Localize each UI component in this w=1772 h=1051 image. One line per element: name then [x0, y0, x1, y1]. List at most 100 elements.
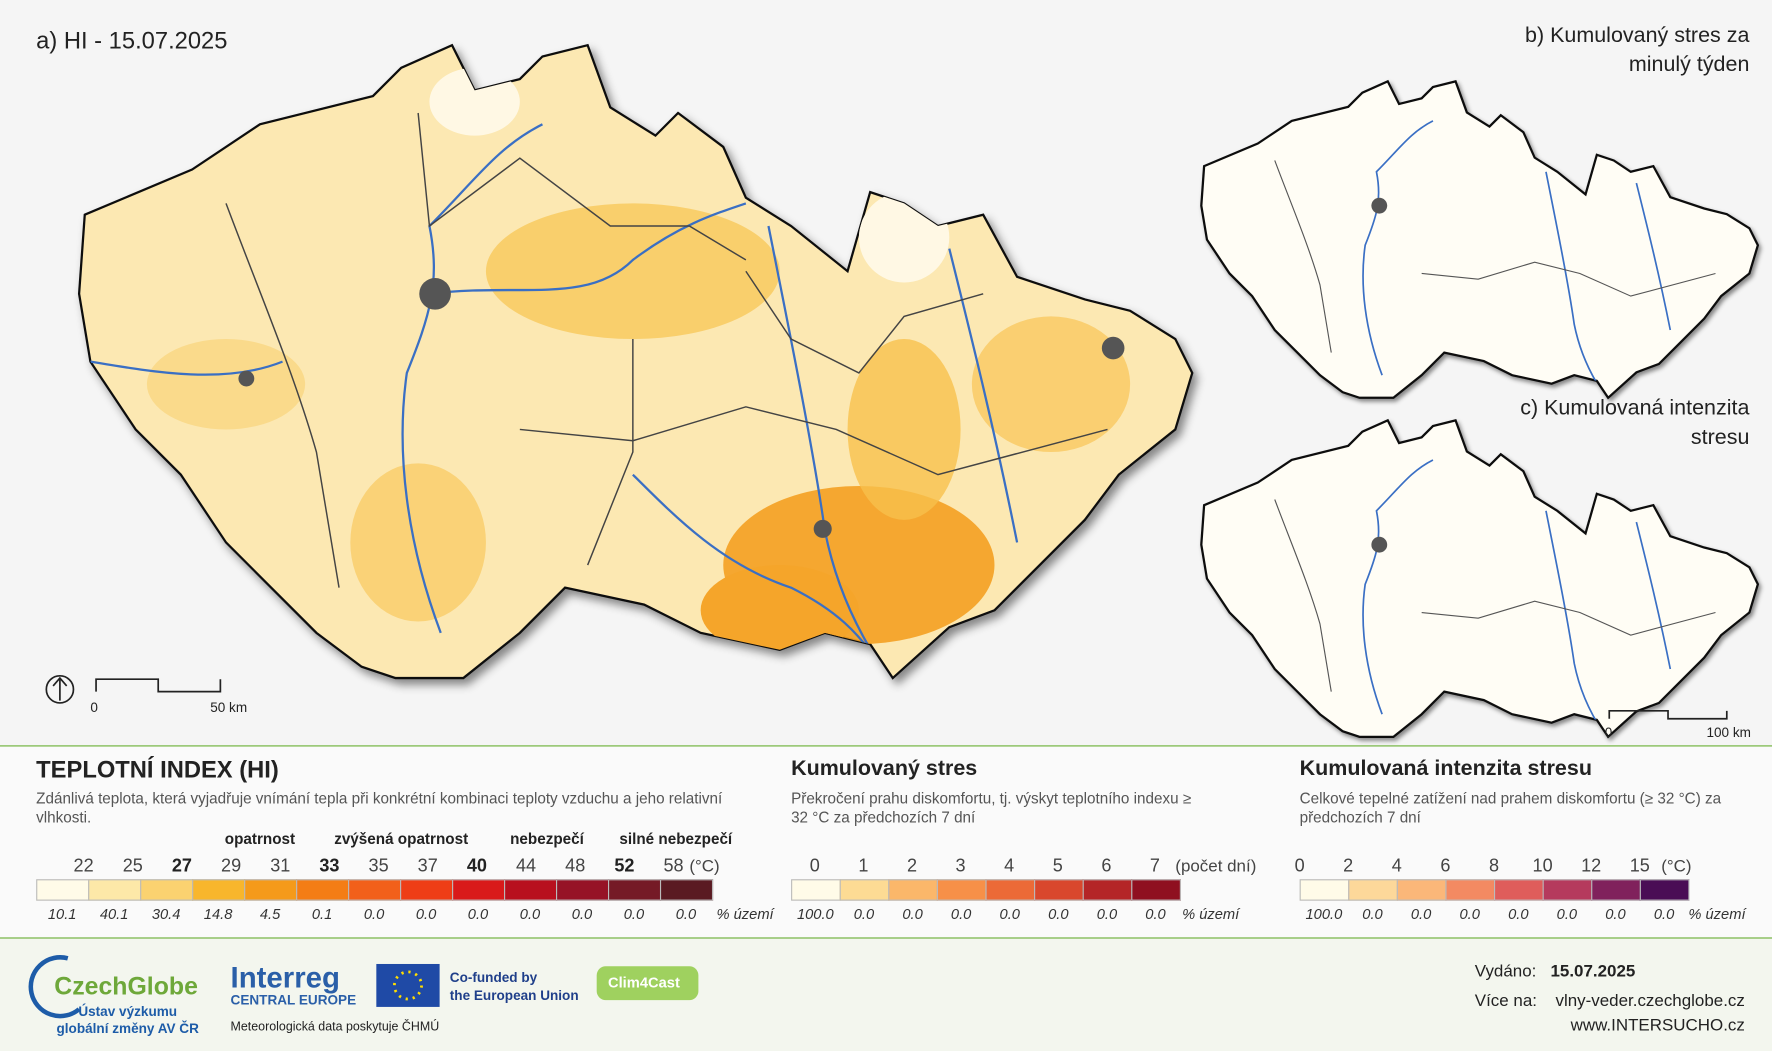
map-title: c) Kumulovaná intenzita stresu [1520, 394, 1749, 453]
legend-swatch [400, 879, 454, 901]
legend-description: Překročení prahu diskomfortu, tj. výskyt… [791, 789, 1192, 827]
legend-swatch [936, 879, 987, 901]
legend-tick: 12 [1581, 856, 1602, 876]
legend-share: 0.0 [1556, 905, 1578, 923]
map-title: b) Kumulovaný stres za minulý týden [1525, 21, 1749, 80]
legend-share: 0.0 [623, 905, 645, 923]
map-intensity [1200, 419, 1760, 738]
legend-tick: 31 [270, 856, 291, 876]
legend-share-unit: % území [716, 905, 774, 923]
legend-share: 0.0 [902, 905, 923, 923]
legend-share: 0.0 [1459, 905, 1480, 923]
hazard-level: silné nebezpečí [619, 830, 733, 848]
legend-share: 4.5 [259, 905, 281, 923]
scale-label: 50 km [210, 699, 248, 716]
legend-unit: (°C) [1661, 856, 1692, 876]
line: Ústav výzkumu [78, 1003, 178, 1020]
scale-label: 0 [90, 699, 98, 716]
legend-share: 0.0 [1508, 905, 1529, 923]
legend-swatch [88, 879, 142, 901]
legend-description: Zdánlivá teplota, která vyjadřuje vnímán… [36, 789, 723, 827]
scale-bar [1608, 709, 1728, 720]
legend-swatch [1396, 879, 1447, 901]
legend-share: 0.0 [363, 905, 385, 923]
legend-swatch [659, 879, 714, 901]
legend-share: 0.0 [1048, 905, 1069, 923]
legend-share: 0.1 [311, 905, 333, 923]
website[interactable]: vlny-veder.czechglobe.cz [1555, 991, 1745, 1011]
legend-share: 40.1 [99, 905, 129, 923]
legend-tick: 1 [858, 856, 869, 876]
legend-swatch [888, 879, 938, 901]
legend-share: 14.8 [203, 905, 233, 923]
legend-swatch [1034, 879, 1084, 901]
legend-tick: 40 [466, 856, 487, 876]
legend-share: 30.4 [151, 905, 181, 923]
legend-tick: 8 [1488, 856, 1500, 876]
legend-share: 0.0 [1653, 905, 1675, 923]
legend-share: 0.0 [467, 905, 489, 923]
czechglobe-subtitle: Ústav výzkumu globální změny AV ČR [54, 1004, 201, 1038]
legend-tick: 15 [1629, 856, 1650, 876]
legend-tick: 4 [1004, 856, 1015, 876]
map-title: a) HI - 15.07.2025 [36, 28, 228, 55]
legend-share: 0.0 [1605, 905, 1626, 923]
legend-share: 100.0 [796, 905, 834, 923]
legend-tick: 10 [1532, 856, 1553, 876]
legend-unit: (°C) [689, 856, 720, 876]
footer-panel [0, 937, 1772, 1051]
legend-swatch [1299, 879, 1350, 901]
legend-swatch [1348, 879, 1398, 901]
legend-share-unit: % území [1182, 905, 1240, 923]
legend-share: 100.0 [1305, 905, 1343, 923]
legend-swatch [244, 879, 298, 901]
data-note: Meteorologická data poskytuje ČHMÚ [230, 1020, 440, 1035]
line: globální změny AV ČR [56, 1020, 199, 1037]
issued-date: 15.07.2025 [1550, 961, 1636, 981]
hazard-level: opatrnost [224, 830, 296, 848]
website[interactable]: www.INTERSUCHO.cz [1570, 1015, 1745, 1036]
legend-tick: 35 [368, 856, 389, 876]
legend-swatch [1639, 879, 1690, 901]
legend-swatch [985, 879, 1036, 901]
legend-swatch [1591, 879, 1641, 901]
legend-tick: 7 [1149, 856, 1160, 876]
legend-share: 10.1 [47, 905, 77, 923]
clim4cast-name: Clim4Cast [607, 974, 680, 992]
legend-tick: 3 [955, 856, 966, 876]
legend-swatch [1445, 879, 1496, 901]
legend-panel [0, 745, 1772, 938]
legend-share: 0.0 [571, 905, 593, 923]
legend-swatch [348, 879, 402, 901]
hazard-level: nebezpečí [510, 830, 584, 848]
legend-swatch [791, 879, 841, 901]
legend-swatch [1493, 879, 1544, 901]
legend-tick: 52 [614, 856, 635, 876]
eu-text: Co-funded by the European Union [450, 968, 579, 1004]
legend-unit: (počet dní) [1175, 856, 1257, 876]
legend-tick: 2 [906, 856, 918, 876]
scale-bar [95, 678, 222, 693]
legend-tick: 58 [663, 856, 684, 876]
clim4cast-badge [596, 966, 699, 1001]
legend-title: TEPLOTNÍ INDEX (HI) [36, 757, 279, 784]
legend-share: 0.0 [1410, 905, 1432, 923]
legend-share: 0.0 [1145, 905, 1166, 923]
legend-description: Celkové tepelné zatížení nad prahem disk… [1299, 789, 1722, 827]
line: the European Union [449, 987, 579, 1004]
legend-tick: 29 [221, 856, 242, 876]
legend-swatch [36, 879, 90, 901]
legend-swatch [1082, 879, 1133, 901]
legend-share: 0.0 [1096, 905, 1118, 923]
legend-swatch [452, 879, 506, 901]
hi-field [90, 67, 1131, 668]
scale-label: 0 [1604, 724, 1613, 741]
line: Co-funded by [449, 969, 538, 986]
legend-swatch [504, 879, 558, 901]
legend-share-unit: % území [1688, 905, 1746, 923]
more-label: Více na: [1474, 991, 1537, 1011]
scale-label: 100 km [1706, 724, 1751, 741]
